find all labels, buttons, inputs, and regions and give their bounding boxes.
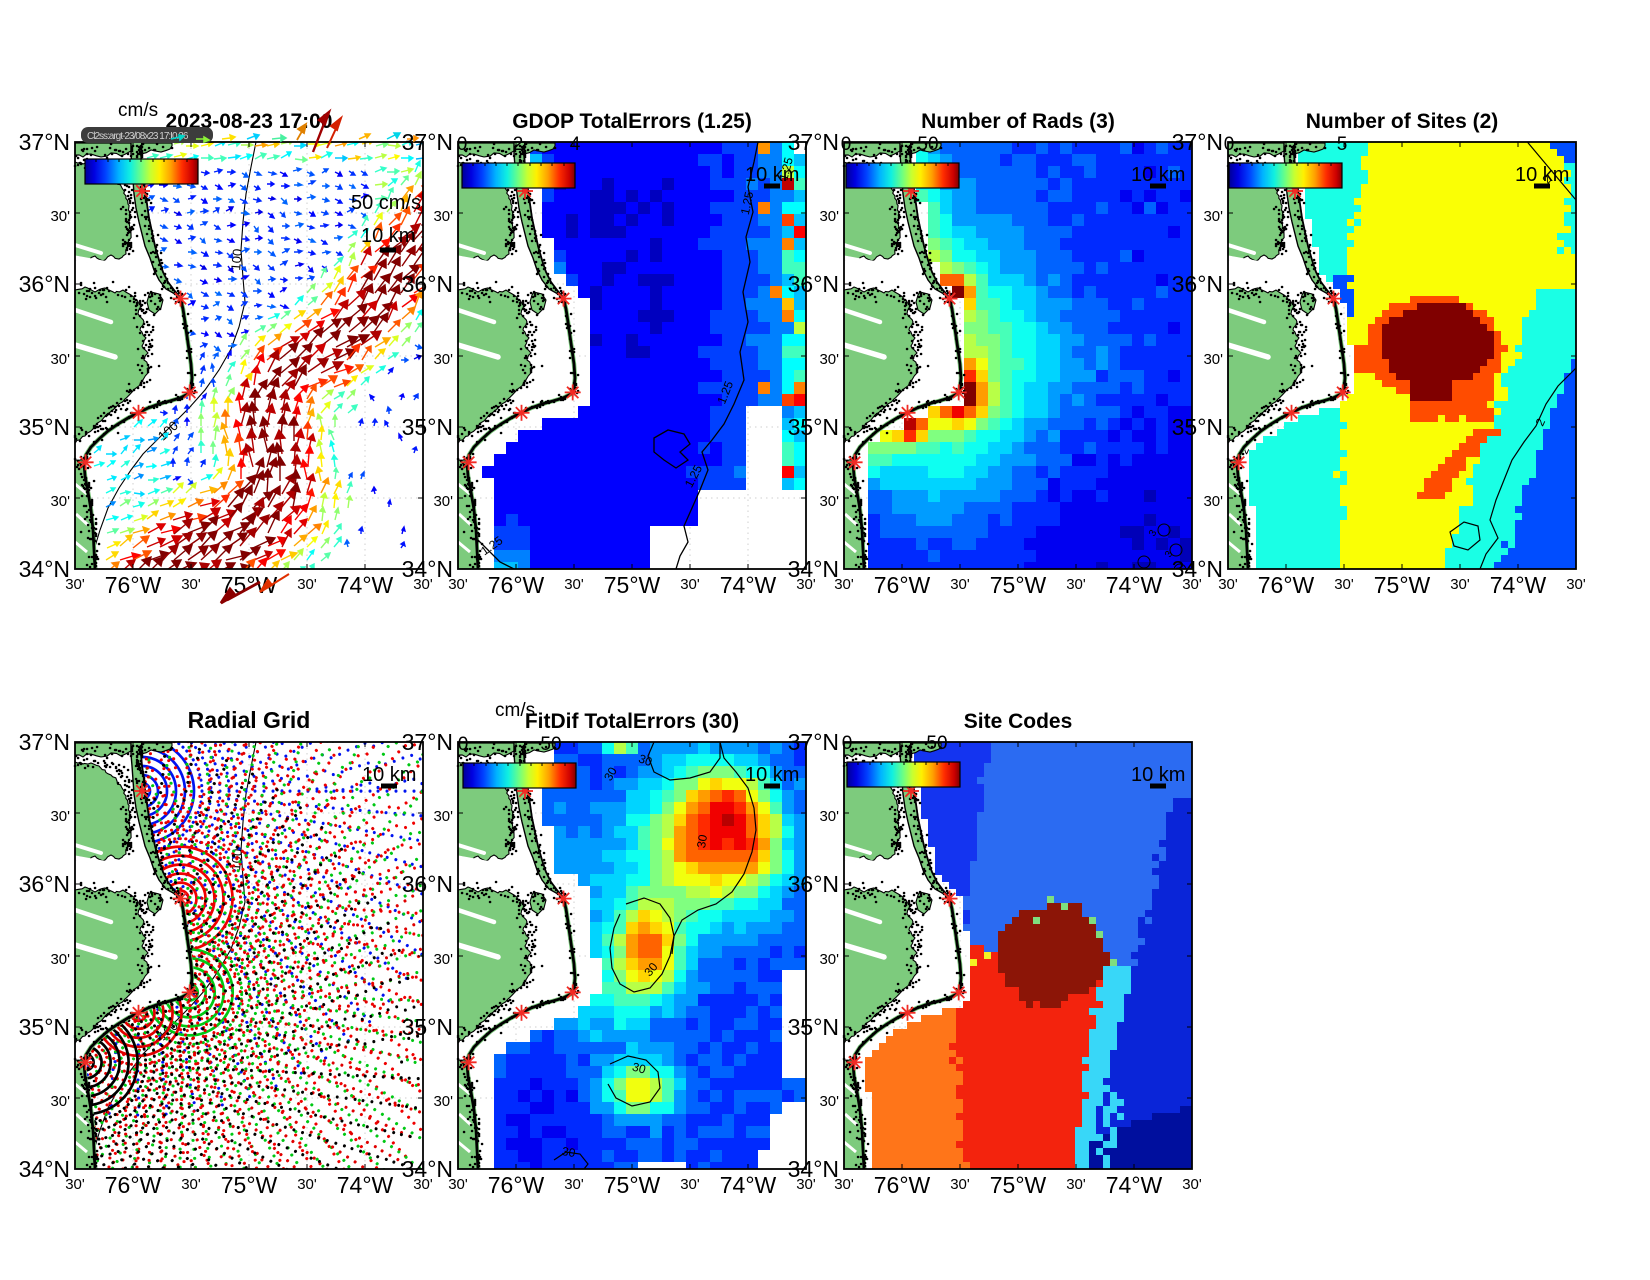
svg-text:1.25: 1.25 xyxy=(738,190,757,216)
svg-text:0: 0 xyxy=(841,134,852,155)
svg-text:30: 30 xyxy=(601,764,620,783)
svg-text:3: 3 xyxy=(1163,549,1176,560)
svg-text:50 cm/s: 50 cm/s xyxy=(351,192,421,214)
svg-text:Cl2ss:argt-23/08x23 17:I0.36: Cl2ss:argt-23/08x23 17:I0.36 xyxy=(87,131,189,142)
svg-text:10 km: 10 km xyxy=(361,225,415,247)
svg-text:10 km: 10 km xyxy=(745,164,799,186)
svg-text:GDOP TotalErrors (1.25): GDOP TotalErrors (1.25) xyxy=(512,110,752,133)
svg-text:0: 0 xyxy=(842,733,853,754)
svg-text:Radial Grid: Radial Grid xyxy=(188,707,311,733)
svg-text:50: 50 xyxy=(540,734,561,755)
svg-text:10 km: 10 km xyxy=(1515,164,1569,186)
svg-text:2: 2 xyxy=(513,134,524,155)
svg-text:30: 30 xyxy=(694,833,710,849)
svg-text:Number of Sites (2): Number of Sites (2) xyxy=(1306,110,1499,133)
svg-text:cm/s: cm/s xyxy=(495,700,535,721)
svg-text:4: 4 xyxy=(570,134,581,155)
svg-text:cm/s: cm/s xyxy=(118,100,158,121)
svg-text:10 km: 10 km xyxy=(362,764,416,786)
svg-text:10 km: 10 km xyxy=(745,764,799,786)
svg-text:5: 5 xyxy=(1337,134,1348,155)
svg-text:30: 30 xyxy=(631,1060,648,1077)
svg-text:0: 0 xyxy=(1224,134,1235,155)
svg-text:Number of Rads (3): Number of Rads (3) xyxy=(921,110,1115,133)
svg-text:50: 50 xyxy=(926,733,947,754)
svg-text:3: 3 xyxy=(1147,528,1160,539)
svg-text:FitDif TotalErrors (30): FitDif TotalErrors (30) xyxy=(525,710,739,733)
svg-text:1.25: 1.25 xyxy=(776,156,796,182)
svg-text:0: 0 xyxy=(457,134,468,155)
svg-text:30: 30 xyxy=(637,751,655,769)
svg-text:10 km: 10 km xyxy=(1131,764,1185,786)
svg-text:50: 50 xyxy=(917,134,938,155)
svg-text:30: 30 xyxy=(561,1144,577,1160)
svg-text:10 km: 10 km xyxy=(1131,164,1185,186)
svg-text:0: 0 xyxy=(458,734,469,755)
svg-text:Site Codes: Site Codes xyxy=(964,710,1073,733)
